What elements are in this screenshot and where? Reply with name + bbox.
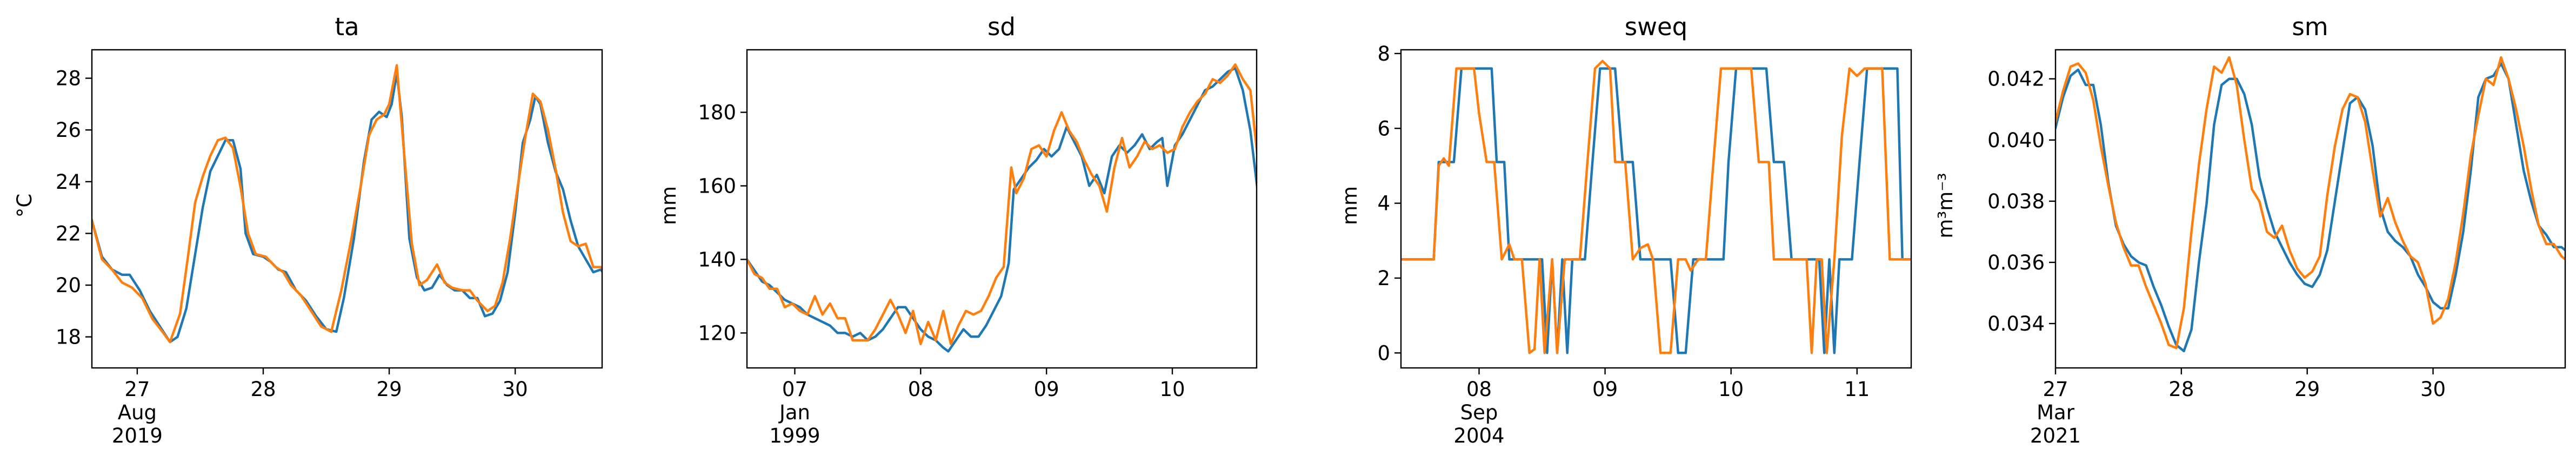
chart-title: sd: [987, 12, 1016, 41]
x-tick-label: Mar: [2037, 401, 2075, 424]
plot-area: [747, 63, 1257, 353]
y-axis-label: °C: [13, 194, 36, 217]
y-tick-label: 0.034: [1987, 312, 2045, 335]
x-tick-label: 07: [782, 378, 807, 401]
x-tick-label: 28: [2168, 378, 2194, 401]
plot-area: [92, 64, 602, 344]
y-tick-label: 160: [698, 175, 736, 198]
chart-title: sm: [2292, 12, 2328, 41]
x-tick-label: 09: [1592, 378, 1618, 401]
panel-sm: sm m³m⁻³ 0.0340.0360.0380.0400.04227Mar2…: [1934, 12, 2566, 447]
plot-area: [2056, 56, 2565, 353]
x-tick-label: 1999: [769, 424, 820, 447]
x-tick-label: 10: [1718, 378, 1744, 401]
chart-title: sweq: [1625, 12, 1688, 41]
y-tick-label: 0.042: [1987, 68, 2045, 91]
x-tick-label: 08: [1466, 378, 1492, 401]
series-line-1: [1401, 67, 1911, 354]
x-tick-label: 10: [1159, 378, 1185, 401]
series-line-2: [92, 64, 602, 344]
y-axis-label: mm: [1338, 186, 1362, 225]
y-tick-label: 28: [56, 67, 81, 90]
y-tick-label: 20: [56, 274, 81, 297]
y-tick-label: 24: [56, 170, 81, 194]
axes-frame: [2054, 49, 2566, 369]
x-tick-label: 28: [250, 378, 276, 401]
x-tick-label: 30: [503, 378, 528, 401]
x-tick-label: 30: [2420, 378, 2446, 401]
axes-frame: [1400, 49, 1912, 369]
x-tick-label: Jan: [778, 401, 810, 424]
x-tick-label: Sep: [1460, 401, 1498, 424]
series-line-2: [2056, 56, 2565, 350]
axes-frame: [746, 49, 1258, 369]
x-tick-label: 27: [124, 378, 150, 401]
plot-area: [1401, 60, 1911, 354]
y-tick-label: 4: [1377, 192, 1390, 215]
series-line-2: [1401, 60, 1911, 354]
x-tick-label: 27: [2043, 378, 2068, 401]
y-axis-label: m³m⁻³: [1934, 173, 1957, 238]
series-line-2: [747, 63, 1257, 346]
y-tick-label: 18: [56, 326, 81, 349]
x-tick-label: 2019: [112, 424, 163, 447]
axes-frame: [91, 49, 603, 369]
y-tick-label: 0: [1377, 341, 1390, 365]
x-tick-label: 2004: [1453, 424, 1504, 447]
y-tick-label: 6: [1377, 117, 1390, 140]
x-tick-label: 09: [1034, 378, 1059, 401]
x-tick-label: 11: [1844, 378, 1870, 401]
series-line-1: [2056, 62, 2565, 353]
y-axis-label: mm: [657, 186, 680, 225]
y-tick-label: 0.040: [1987, 129, 2045, 152]
y-tick-label: 2: [1377, 267, 1390, 290]
y-tick-label: 180: [698, 101, 736, 124]
x-tick-label: 2021: [2030, 424, 2081, 447]
y-tick-label: 8: [1377, 42, 1390, 65]
x-tick-label: Aug: [118, 401, 157, 424]
y-tick-label: 120: [698, 321, 736, 345]
y-tick-label: 22: [56, 222, 81, 245]
y-tick-label: 0.036: [1987, 251, 2045, 274]
x-tick-label: 29: [2294, 378, 2320, 401]
y-tick-label: 140: [698, 248, 736, 271]
x-tick-label: 08: [908, 378, 933, 401]
y-tick-label: 0.038: [1987, 190, 2045, 213]
chart-title: ta: [335, 12, 359, 41]
x-tick-label: 29: [377, 378, 402, 401]
y-tick-label: 26: [56, 118, 81, 142]
